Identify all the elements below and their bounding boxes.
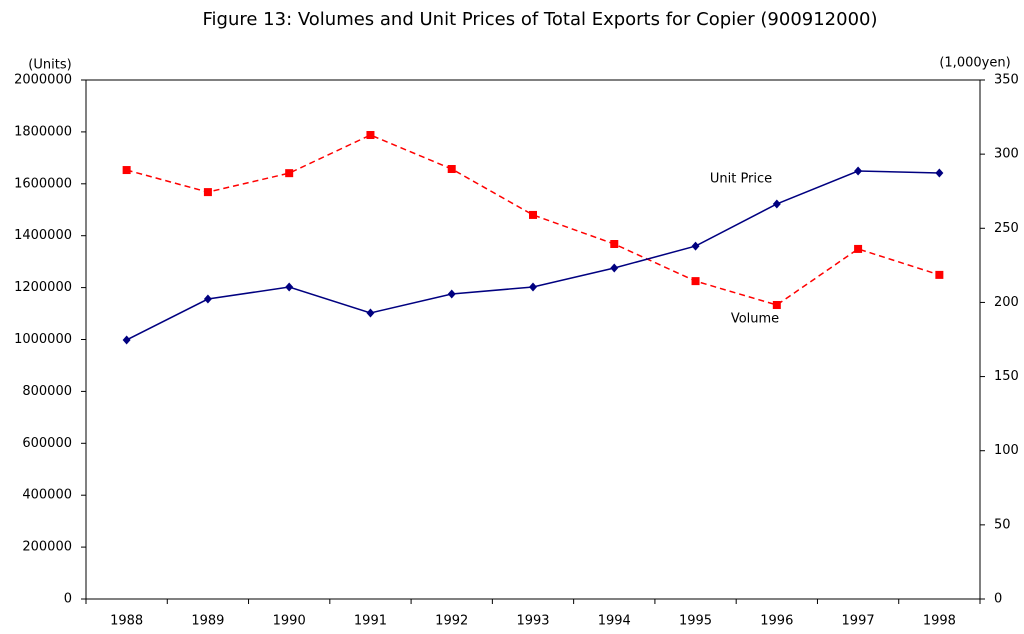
y2-tick-label: 50 [994, 517, 1011, 532]
marker [203, 188, 212, 197]
y-axis-label: (Units) [28, 58, 71, 73]
marker [935, 168, 944, 178]
y-tick-label: 800000 [22, 384, 72, 399]
y-tick-label: 400000 [22, 488, 72, 503]
x-tick-label: 1991 [354, 614, 387, 629]
chart-title: Figure 13: Volumes and Unit Prices of To… [202, 9, 877, 30]
marker [203, 294, 212, 304]
series-line [126, 134, 940, 306]
marker [772, 199, 781, 209]
x-tick-label: 1988 [110, 614, 143, 629]
marker [854, 166, 863, 176]
x-tick-label: 1989 [191, 614, 224, 629]
marker [285, 282, 294, 292]
marker [935, 270, 944, 279]
x-tick-label: 1990 [273, 614, 306, 629]
marker [691, 241, 700, 251]
y2-tick-label: 200 [994, 295, 1019, 310]
x-tick-label: 1992 [435, 614, 468, 629]
y-tick-label: 1200000 [14, 280, 72, 295]
y2-tick-label: 250 [994, 221, 1019, 236]
plot-frame [85, 79, 981, 600]
series-line [126, 170, 940, 341]
marker [772, 300, 781, 309]
y-tick-label: 1600000 [14, 176, 72, 191]
x-tick-label: 1998 [923, 614, 956, 629]
marker [529, 282, 537, 292]
y2-tick-label: 150 [994, 369, 1019, 384]
annotation: Unit Price [710, 172, 772, 187]
marker [366, 308, 375, 318]
marker [854, 244, 863, 253]
marker [285, 169, 294, 178]
marker [529, 210, 537, 219]
x-tick-label: 1995 [679, 614, 712, 629]
annotation: Volume [731, 312, 779, 327]
marker [691, 277, 700, 286]
y-tick-label: 200000 [22, 540, 72, 555]
y2-axis-label: (1,000yen) [939, 56, 1010, 71]
y-tick-label: 1000000 [14, 332, 72, 347]
marker [447, 289, 456, 299]
y-tick-label: 1800000 [14, 124, 72, 139]
y-tick-label: 0 [64, 592, 72, 607]
marker [122, 166, 131, 175]
y2-tick-label: 0 [994, 592, 1002, 607]
marker [447, 165, 456, 174]
y-tick-label: 600000 [22, 436, 72, 451]
marker [610, 263, 619, 273]
y-tick-label: 2000000 [14, 73, 72, 88]
x-tick-label: 1997 [842, 614, 875, 629]
marker [610, 240, 619, 249]
y2-tick-label: 300 [994, 147, 1019, 162]
marker [366, 131, 375, 140]
y2-tick-label: 100 [994, 443, 1019, 458]
y2-tick-label: 350 [994, 73, 1019, 88]
x-tick-label: 1996 [760, 614, 793, 629]
y-tick-label: 1400000 [14, 228, 72, 243]
x-tick-label: 1994 [598, 614, 631, 629]
marker [122, 335, 131, 345]
x-tick-label: 1993 [516, 614, 549, 629]
